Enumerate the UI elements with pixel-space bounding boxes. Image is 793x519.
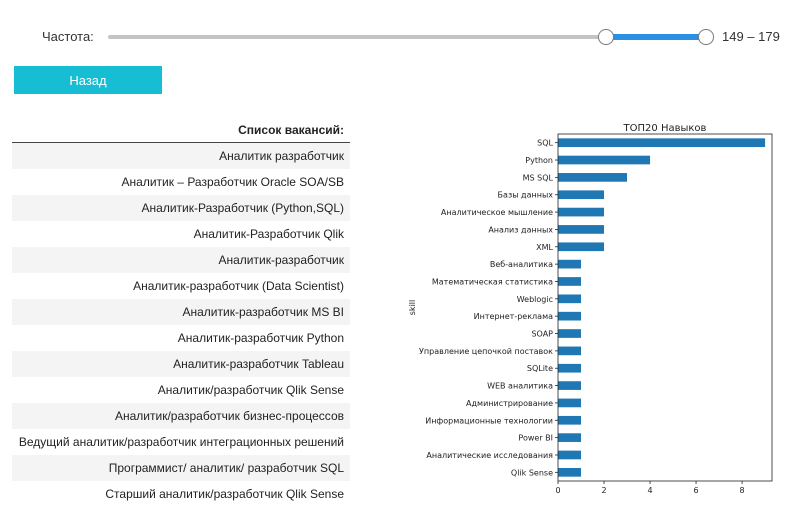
chart-category-label: Power BI xyxy=(518,434,553,443)
chart-x-tick-label: 6 xyxy=(694,486,699,495)
chart-category-label: Qlik Sense xyxy=(511,468,553,477)
chart-bar xyxy=(558,294,582,304)
slider-selected-track xyxy=(605,34,706,40)
chart-bar xyxy=(558,138,766,148)
chart-category-label: Аналитическое мышление xyxy=(441,208,553,217)
chart-bar xyxy=(558,207,605,217)
chart-category-label: Базы данных xyxy=(498,191,554,200)
chart-category-label: Управление цепочкой поставок xyxy=(419,347,553,356)
chart-bar xyxy=(558,329,582,338)
vacancy-row: Аналитик-разработчик Python xyxy=(177,331,344,345)
back-button[interactable]: Назад xyxy=(14,66,162,94)
slider-handle-high[interactable] xyxy=(698,29,714,45)
chart-category-label: SQL xyxy=(537,139,553,148)
chart-category-label: Python xyxy=(525,156,553,165)
vacancy-row: Ведущий аналитик/разработчик интеграцион… xyxy=(18,435,344,449)
chart-bar xyxy=(558,155,651,165)
chart-x-tick-label: 8 xyxy=(740,486,745,495)
chart-bar xyxy=(558,398,582,408)
chart-category-label: Информационные технологии xyxy=(425,416,553,425)
vacancy-row: Аналитик-разработчик MS BI xyxy=(12,299,350,325)
vacancy-row: Старший аналитик/разработчик Qlik Sense xyxy=(105,487,344,501)
chart-bar xyxy=(558,190,605,200)
vacancy-row: Аналитик-Разработчик Qlik xyxy=(193,227,344,241)
slider-handle-low[interactable] xyxy=(597,29,614,45)
chart-bar xyxy=(558,242,605,252)
chart-bar xyxy=(558,225,605,234)
chart-axes-frame xyxy=(557,133,773,482)
skills-bar-chart: ТОП20 Навыков SQL Python MS SQL Базы данных А… xyxy=(408,123,773,495)
vacancy-list-header: Список вакансий: xyxy=(12,118,350,143)
chart-bar xyxy=(558,346,582,356)
chart-category-label: MS SQL xyxy=(523,173,554,182)
frequency-range-value: 149 – 179 xyxy=(722,29,780,44)
vacancy-row: Программист/ аналитик/ разработчик SQL xyxy=(12,455,350,481)
chart-bar xyxy=(558,433,582,442)
chart-category-label: Веб-аналитика xyxy=(490,260,553,269)
chart-category-label: SOAP xyxy=(531,330,553,339)
skills-chart: ТОП20 Навыков SQL Python MS SQL Базы данных А… xyxy=(400,118,793,519)
chart-y-axis-label: skill xyxy=(408,300,417,315)
vacancy-row: Аналитик-разработчик (Data Scientist) xyxy=(133,279,344,293)
chart-bar xyxy=(558,259,582,269)
chart-category-label: Администрирование xyxy=(466,399,553,408)
chart-bar xyxy=(558,277,582,286)
chart-title: ТОП20 Навыков xyxy=(623,123,707,134)
chart-category-label: XML xyxy=(536,243,553,252)
chart-category-label: Анализ данных xyxy=(488,225,553,234)
chart-bar xyxy=(558,173,628,182)
frequency-range-slider[interactable] xyxy=(108,25,714,49)
frequency-label: Частота: xyxy=(42,29,94,44)
chart-x-tick-label: 4 xyxy=(647,486,652,495)
chart-category-label: Математическая статистика xyxy=(432,277,553,286)
slider-rail[interactable] xyxy=(108,35,706,39)
vacancy-row: Аналитик/разработчик Qlik Sense xyxy=(157,383,344,397)
chart-bar xyxy=(558,467,582,477)
chart-bar xyxy=(558,381,582,390)
vacancy-row: Аналитик-разработчик xyxy=(12,247,350,273)
chart-category-label: Интернет-реклама xyxy=(474,312,553,321)
chart-category-label: Аналитические исследования xyxy=(426,451,553,460)
chart-bar xyxy=(558,311,582,321)
chart-x-tick-label: 0 xyxy=(555,486,560,495)
chart-category-label: Weblogic xyxy=(517,295,553,304)
chart-category-label: WEB аналитика xyxy=(487,382,553,391)
chart-bar xyxy=(558,363,582,373)
vacancy-row: Аналитик – Разработчик Oracle SOA/SB xyxy=(121,175,344,189)
vacancy-list: Список вакансий: Аналитик разработчик Ана… xyxy=(12,118,350,507)
vacancy-row: Аналитик/разработчик бизнес-процессов xyxy=(12,403,350,429)
chart-category-label: SQLite xyxy=(527,364,553,373)
chart-x-tick-label: 2 xyxy=(601,486,606,495)
vacancy-row: Аналитик-Разработчик (Python,SQL) xyxy=(12,195,350,221)
chart-bar xyxy=(558,450,582,460)
vacancy-row: Аналитик-разработчик Tableau xyxy=(12,351,350,377)
vacancy-row: Аналитик разработчик xyxy=(12,143,350,169)
chart-bar xyxy=(558,415,582,425)
